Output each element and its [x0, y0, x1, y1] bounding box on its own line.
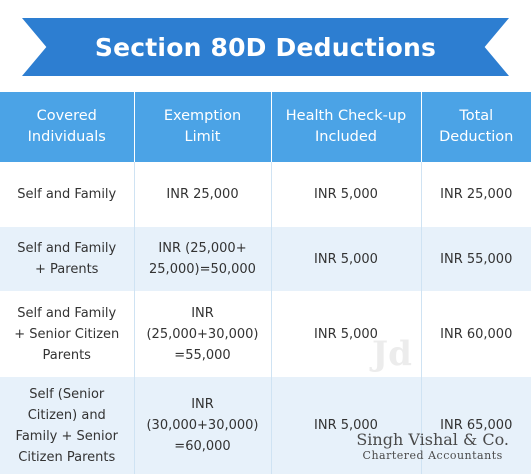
header-health-checkup: Health Check-up Included — [271, 92, 422, 162]
title-banner: Section 80D Deductions — [0, 0, 531, 92]
cell-exemption: INR (25,000+ 25,000)=50,000 — [134, 227, 272, 291]
cell-checkup: INR 5,000 — [271, 162, 422, 227]
cell-total: INR 25,000 — [421, 162, 531, 227]
table-row: Self (Senior Citizen) and Family + Senio… — [0, 377, 531, 474]
cell-covered: Self and Family + Senior Citizen Parents — [0, 291, 135, 377]
cell-covered: Self and Family + Parents — [0, 227, 135, 291]
header-covered-individuals: Covered Individuals — [0, 92, 135, 162]
deductions-table: Covered Individuals Exemption Limit Heal… — [0, 92, 531, 474]
cell-exemption: INR 25,000 — [134, 162, 272, 227]
cell-covered: Self (Senior Citizen) and Family + Senio… — [0, 377, 135, 474]
page-title: Section 80D Deductions — [94, 32, 437, 62]
table-row: Self and Family INR 25,000 INR 5,000 INR… — [0, 162, 531, 227]
cell-total: INR 60,000 — [421, 291, 531, 377]
cell-checkup: INR 5,000 — [271, 227, 422, 291]
cell-exemption: INR (30,000+30,000) =60,000 — [134, 377, 272, 474]
table-row: Self and Family + Parents INR (25,000+ 2… — [0, 227, 531, 291]
table-row: Self and Family + Senior Citizen Parents… — [0, 291, 531, 377]
cell-total: INR 65,000 — [421, 377, 531, 474]
firm-subtitle: Chartered Accountants — [362, 449, 503, 462]
table-header-row: Covered Individuals Exemption Limit Heal… — [0, 92, 531, 162]
cell-exemption: INR (25,000+30,000) =55,000 — [134, 291, 272, 377]
title-ribbon: Section 80D Deductions — [22, 18, 509, 76]
cell-checkup: INR 5,000 — [271, 291, 422, 377]
firm-name: Singh Vishal & Co. — [356, 430, 509, 449]
cell-covered: Self and Family — [0, 162, 135, 227]
cell-total: INR 55,000 — [421, 227, 531, 291]
cell-checkup: INR 5,000 — [271, 377, 422, 474]
header-total-deduction: Total Deduction — [421, 92, 531, 162]
firm-watermark: Singh Vishal & Co. Chartered Accountants — [356, 430, 509, 462]
header-exemption-limit: Exemption Limit — [134, 92, 272, 162]
